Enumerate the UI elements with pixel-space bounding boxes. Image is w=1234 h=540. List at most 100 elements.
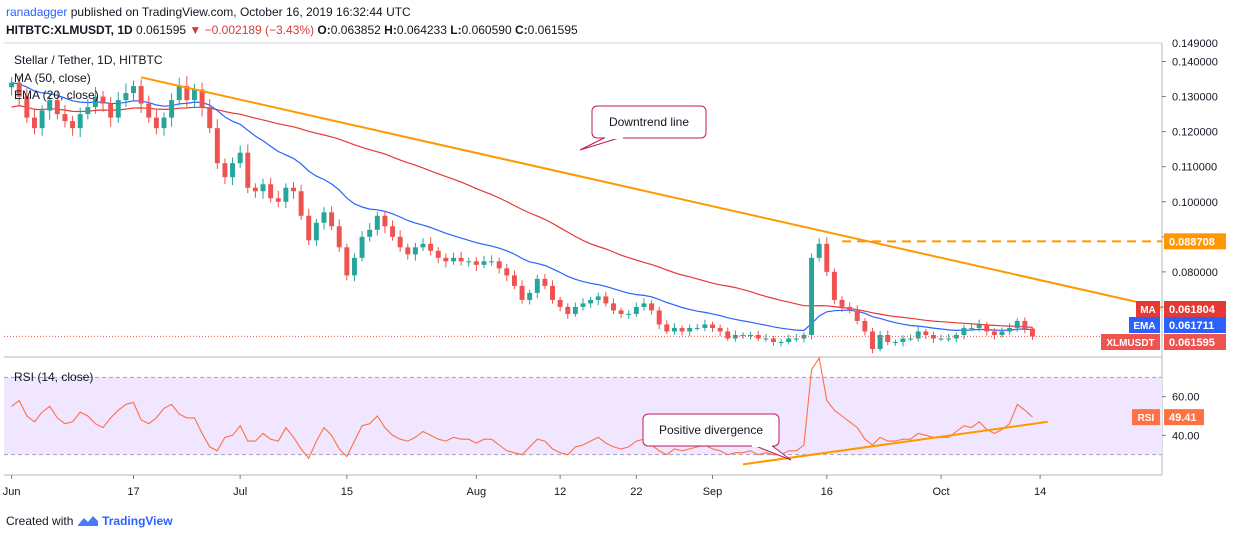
level-price-tag [1164, 233, 1226, 250]
open-value: 0.063852 [330, 23, 381, 37]
axes: 0.140000 0.130000 0.120000 0.110000 0.100000… [3, 38, 1226, 498]
candle-body [138, 86, 144, 104]
rsi-tag-bg [1164, 409, 1204, 426]
candle-body [291, 187, 296, 192]
downtrend-callout-box [591, 105, 707, 139]
price-tick-label: 0.100000 [1172, 197, 1218, 209]
candle-body [809, 257, 815, 335]
candle-body [351, 257, 357, 276]
publish-text: published on TradingView.com, October 16… [70, 5, 411, 19]
candle-body [649, 303, 655, 311]
candle-body [702, 324, 708, 328]
price-pane: Downtrend line Stellar / Tether, 1D, HITB… [4, 53, 1163, 354]
candle-body [801, 334, 807, 339]
time-tick-label: Oct [933, 486, 950, 498]
candle-body [451, 257, 456, 262]
candle-body [961, 327, 967, 335]
rsi-title: RSI (14, close) [14, 370, 93, 384]
rsi-line [11, 356, 1033, 460]
candle-body [230, 163, 236, 178]
time-tick-label: 14 [1034, 486, 1046, 498]
candle-body [435, 250, 441, 258]
candle-body [770, 338, 776, 342]
time-tick-label: Sep [703, 486, 723, 498]
rsi-pane: RSI (14, close) Positive divergence [4, 356, 1162, 466]
price-tick-label: 0.120000 [1172, 127, 1218, 139]
candle-body [283, 187, 289, 202]
candle-body [458, 257, 464, 262]
candle-body [374, 215, 380, 230]
ohlc-line: HITBTC:XLMUSDT, 1D 0.061595 ▼ −0.002189 … [6, 23, 578, 37]
rsi-tag-name-bg [1132, 409, 1160, 426]
price-tag-bg [1164, 317, 1226, 333]
candle-body [473, 261, 479, 265]
price-tag-name: EMA [1133, 321, 1155, 332]
price-change: −0.002189 (−3.43%) [204, 23, 315, 37]
rsi-tag-value: 49.41 [1169, 412, 1197, 424]
candle-body [527, 292, 533, 300]
candle-body [207, 107, 213, 129]
open-label: O: [317, 23, 331, 37]
price-tag-value: 0.061804 [1169, 304, 1216, 316]
candle-body [725, 331, 731, 339]
candle-body [169, 100, 175, 118]
candle-body [237, 152, 243, 164]
candle-body [1022, 320, 1028, 329]
candle-body [671, 327, 677, 332]
candle-body [420, 243, 426, 248]
symbol-label: HITBTC:XLMUSDT, 1D [6, 23, 133, 37]
price-tick-label: 0.130000 [1172, 92, 1218, 104]
price-tag-name: MA [1140, 305, 1156, 316]
downtrend-callout-pointer [579, 136, 623, 151]
candle-body [786, 338, 792, 342]
candle-body [146, 103, 152, 118]
candle-body [466, 261, 472, 263]
candle-body [679, 327, 685, 332]
candle-body [344, 247, 350, 276]
candle-body [862, 320, 868, 332]
candle-body [923, 331, 929, 335]
author-name[interactable]: ranadagger [6, 5, 68, 19]
ma-50-line [11, 104, 1033, 328]
price-tick-label: 0.080000 [1172, 267, 1218, 279]
candle-body [16, 82, 22, 97]
price-tick-label: 0.110000 [1172, 162, 1217, 174]
time-tick-label: 22 [630, 486, 642, 498]
price-tag-name-bg [1129, 317, 1160, 333]
price-tag-value: 0.061711 [1169, 320, 1214, 332]
tradingview-logo-icon [77, 516, 98, 526]
candle-body [572, 306, 578, 314]
candle-body [892, 341, 898, 343]
rsi-tick-label: 60.00 [1172, 392, 1200, 404]
candle-body [664, 324, 670, 332]
candle-body [191, 89, 197, 101]
candle-body [710, 324, 715, 328]
price-tick-label: 0.140000 [1172, 57, 1218, 69]
candle-body [77, 114, 83, 129]
candle-body [153, 117, 159, 129]
candle-body [740, 334, 746, 336]
divergence-callout-text: Positive divergence [659, 423, 763, 437]
candle-body [131, 86, 136, 94]
candle-body [885, 334, 891, 342]
candle-body [321, 212, 327, 223]
tradingview-brand[interactable]: TradingView [102, 514, 173, 528]
low-label: L: [450, 23, 462, 37]
candle-body [443, 257, 449, 262]
close-label: C: [514, 23, 528, 37]
footer: Created with TradingView [6, 514, 173, 528]
candle-body [930, 334, 936, 339]
candle-body [405, 247, 411, 255]
candle-body [336, 226, 342, 248]
candle-body [816, 243, 822, 258]
created-with-text: Created with [6, 514, 74, 528]
candle-body [511, 275, 517, 286]
price-tick-label-cut: 0.149000 [1172, 38, 1218, 50]
candle-body [70, 121, 76, 129]
time-tick-label: 16 [821, 486, 833, 498]
candle-body [504, 268, 510, 276]
divergence-callout-pointer [752, 444, 792, 461]
candle-body [31, 117, 37, 129]
time-tick-label: Jun [3, 486, 21, 498]
